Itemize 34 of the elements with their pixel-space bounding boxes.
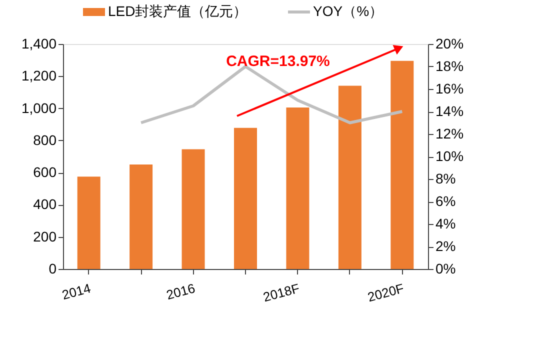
annotation: CAGR=13.97% xyxy=(226,53,330,70)
y-tick-label: 1,400 xyxy=(21,36,57,52)
y2-tick-label: 6% xyxy=(436,193,456,209)
x-tick-label: 2014 xyxy=(60,280,92,303)
bar xyxy=(130,164,153,269)
y-tick-label: 600 xyxy=(33,164,57,180)
y2-tick-label: 16% xyxy=(436,80,464,96)
y-tick-label: 1,000 xyxy=(21,100,57,116)
y-tick-label: 800 xyxy=(33,132,57,148)
bar xyxy=(77,176,100,269)
y2-tick-label: 10% xyxy=(436,148,464,164)
line-series xyxy=(140,65,404,124)
y2-tick-label: 0% xyxy=(436,260,456,276)
x-tick-label: 2020F xyxy=(366,280,406,305)
y-tick-label: 1,200 xyxy=(21,68,57,84)
y2-tick-label: 18% xyxy=(436,58,464,74)
bar xyxy=(286,107,310,269)
y2-tick-label: 20% xyxy=(436,36,464,52)
bar xyxy=(338,86,362,269)
y-tick-label: 0 xyxy=(48,260,57,276)
x-tick-label: 2018F xyxy=(262,280,302,305)
bar xyxy=(390,60,414,269)
y2-tick-label: 4% xyxy=(436,216,456,232)
legend-label: LED封装产值（亿元） xyxy=(108,3,248,19)
bar xyxy=(234,128,257,269)
y2-tick-label: 2% xyxy=(436,238,456,254)
y2-tick-label: 12% xyxy=(436,126,464,142)
y2-tick-label: 8% xyxy=(436,170,456,186)
x-tick-label: 2016 xyxy=(164,280,197,303)
y-tick-label: 200 xyxy=(33,228,57,244)
y-tick-label: 400 xyxy=(33,196,57,212)
bar xyxy=(182,149,205,269)
y2-tick-label: 14% xyxy=(436,103,464,119)
legend-label: YOY（%） xyxy=(313,3,384,19)
